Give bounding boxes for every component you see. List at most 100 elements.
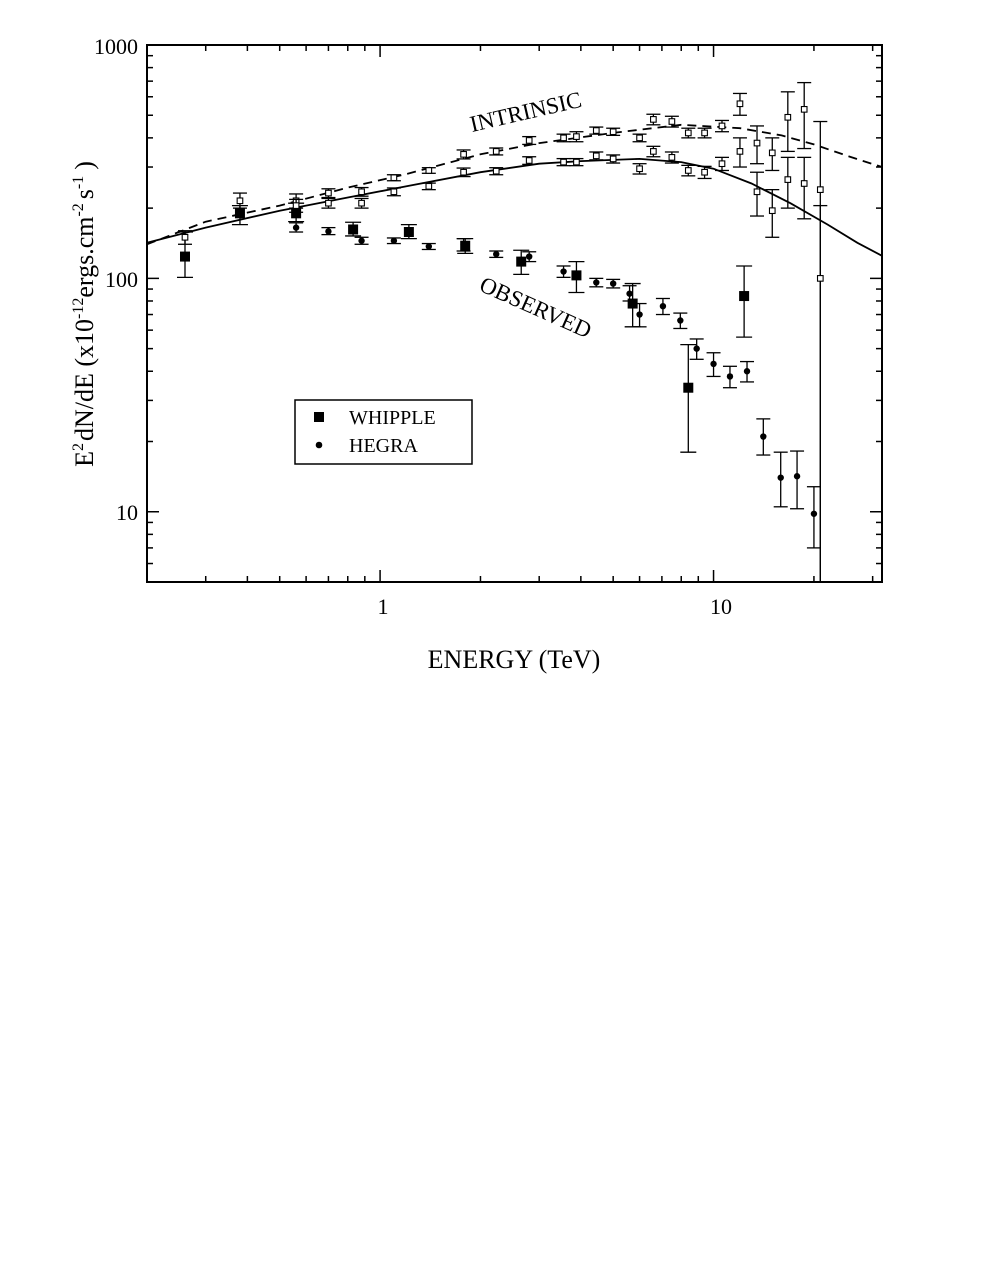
- intrinsic-lower-point: [456, 167, 471, 178]
- intrinsic-lower-marker: [816, 275, 824, 282]
- intrinsic-upper-marker: [236, 197, 244, 205]
- intrinsic-upper-marker: [650, 116, 657, 123]
- intrinsic-lower-marker: [492, 167, 500, 175]
- whipple-observed-point: [513, 249, 530, 276]
- intrinsic-upper-point: [681, 127, 696, 139]
- hegra-observed-point: [740, 360, 755, 383]
- intrinsic-upper-marker: [636, 134, 643, 142]
- hegra-observed-marker: [793, 473, 801, 480]
- intrinsic-upper-marker: [325, 189, 332, 197]
- intrinsic-lower-point: [813, 204, 828, 583]
- hegra-observed-point: [722, 365, 737, 389]
- intrinsic-upper-point: [664, 115, 679, 128]
- intrinsic-upper-point: [354, 186, 369, 197]
- intrinsic-lower-marker: [325, 199, 332, 207]
- intrinsic-lower-marker: [701, 168, 708, 176]
- intrinsic-upper-marker: [684, 129, 692, 137]
- intrinsic-upper-point: [780, 91, 795, 153]
- legend-box: [294, 399, 473, 465]
- intrinsic-upper-point: [714, 119, 729, 133]
- whipple-observed-point: [624, 282, 641, 328]
- intrinsic-upper-marker: [701, 129, 708, 137]
- y-label-part4: s: [70, 189, 99, 199]
- intrinsic-lower-marker: [609, 155, 617, 163]
- intrinsic-lower-point: [522, 156, 537, 166]
- intrinsic-lower-point: [714, 156, 729, 172]
- hegra-observed-point: [421, 242, 436, 251]
- y-label-part5: ): [70, 161, 99, 170]
- hegra-observed-marker: [693, 345, 700, 352]
- whipple-observed-marker: [291, 208, 302, 219]
- hegra-observed-point: [655, 297, 670, 316]
- hegra-observed-point: [556, 265, 571, 279]
- intrinsic-upper-marker: [560, 134, 567, 142]
- hegra-observed-marker: [659, 302, 667, 310]
- intrinsic-lower-point: [646, 145, 661, 158]
- intrinsic-upper-point: [489, 147, 504, 156]
- intrinsic-lower-marker: [292, 202, 300, 209]
- whipple-observed-marker: [571, 270, 582, 281]
- hegra-observed-marker: [593, 279, 600, 286]
- observed-annotation: OBSERVED: [476, 272, 595, 343]
- x-tick-label-10: 10: [710, 594, 732, 619]
- intrinsic-lower-marker: [800, 180, 808, 187]
- y-label-sup2: -12: [70, 298, 87, 319]
- intrinsic-lower-marker: [668, 154, 676, 161]
- hegra-observed-marker: [292, 224, 300, 231]
- hegra-observed-marker: [726, 373, 734, 380]
- intrinsic-lower-point: [421, 182, 436, 191]
- y-label-sup3: -2: [70, 203, 87, 216]
- whipple-observed-marker: [739, 291, 750, 302]
- legend: WHIPPLE HEGRA: [294, 399, 473, 465]
- intrinsic-lower-point: [750, 171, 765, 217]
- legend-whipple-marker: [314, 412, 324, 422]
- hegra-observed-point: [606, 278, 621, 289]
- intrinsic-upper-point: [232, 192, 247, 209]
- whipple-observed-point: [400, 223, 417, 240]
- intrinsic-lower-marker: [573, 158, 580, 166]
- hegra-observed-point: [790, 450, 805, 510]
- intrinsic-lower-marker: [684, 167, 692, 174]
- intrinsic-upper-point: [632, 133, 647, 143]
- whipple-observed-marker: [516, 256, 527, 267]
- y-label-part1: E: [70, 451, 99, 467]
- intrinsic-upper-point: [797, 81, 812, 150]
- intrinsic-lower-point: [632, 163, 647, 175]
- intrinsic-lower-point: [556, 157, 571, 167]
- intrinsic-upper-marker: [816, 186, 824, 193]
- hegra-observed-point: [773, 451, 788, 508]
- hegra-observed-marker: [677, 317, 684, 324]
- legend-whipple-label: WHIPPLE: [349, 407, 436, 429]
- intrinsic-lower-marker: [768, 207, 776, 215]
- intrinsic-lower-point: [606, 154, 621, 164]
- hegra-observed-point: [622, 285, 637, 302]
- x-axis-label: ENERGY (TeV): [428, 645, 601, 674]
- hegra-observed-marker: [710, 360, 717, 368]
- hegra-observed-marker: [626, 290, 633, 297]
- intrinsic-lower-point: [697, 165, 712, 180]
- hegra-observed-marker: [760, 433, 767, 440]
- y-tick-label-1000: 1000: [94, 34, 138, 59]
- intrinsic-upper-point: [697, 127, 712, 139]
- intrinsic-upper-point: [732, 92, 747, 116]
- y-label-part3: ergs.cm: [70, 217, 99, 298]
- hegra-observed-marker: [390, 237, 398, 244]
- hegra-observed-point: [632, 302, 647, 328]
- whipple-observed-point: [568, 260, 585, 294]
- hegra-observed-point: [589, 277, 604, 288]
- whipple-observed-point: [345, 221, 362, 237]
- intrinsic-lower-point: [289, 198, 304, 213]
- intrinsic-upper-point: [386, 174, 401, 182]
- intrinsic-lower-point: [797, 156, 812, 220]
- hegra-observed-point: [522, 251, 537, 263]
- intrinsic-lower-marker: [425, 182, 433, 190]
- hegra-observed-marker: [609, 280, 617, 287]
- intrinsic-upper-marker: [800, 105, 808, 113]
- hegra-observed-point: [354, 236, 369, 245]
- intrinsic-upper-marker: [358, 188, 365, 196]
- hegra-observed-point: [689, 338, 704, 360]
- intrinsic-lower-marker: [390, 188, 398, 196]
- hegra-observed-marker: [425, 243, 433, 250]
- hegra-observed-marker: [493, 250, 500, 258]
- intrinsic-lower-marker: [592, 152, 600, 160]
